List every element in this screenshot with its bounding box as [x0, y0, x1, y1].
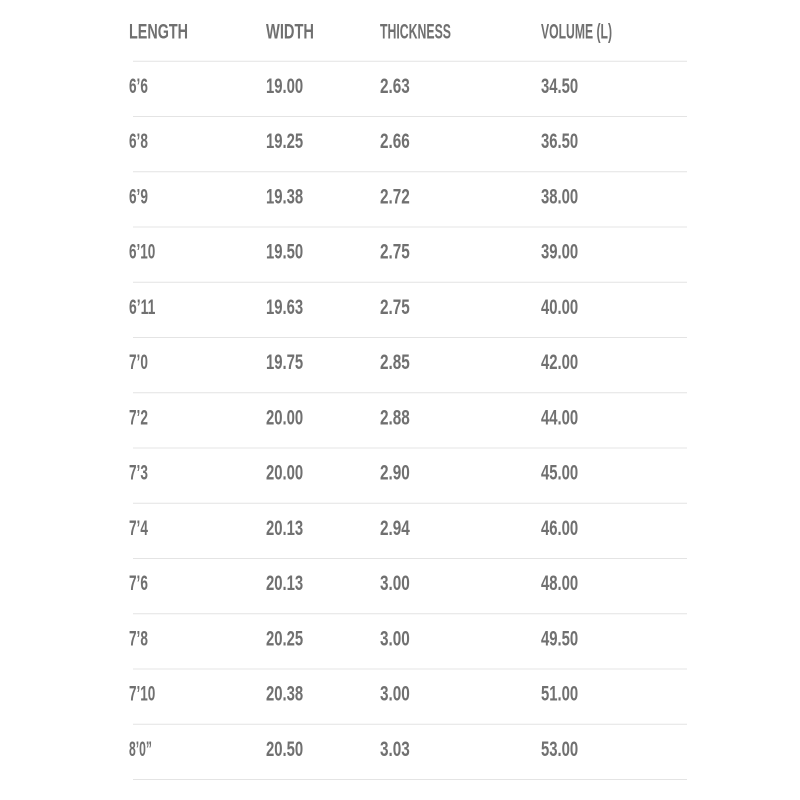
svg-text:8’0”: 8’0”: [129, 738, 152, 761]
svg-text:20.00: 20.00: [266, 406, 303, 429]
svg-text:LENGTH: LENGTH: [129, 21, 188, 44]
svg-text:20.25: 20.25: [266, 627, 303, 650]
svg-text:36.50: 36.50: [541, 130, 578, 153]
svg-text:2.63: 2.63: [380, 75, 410, 98]
svg-text:19.50: 19.50: [266, 241, 303, 264]
svg-text:7’0: 7’0: [129, 351, 148, 374]
svg-text:53.00: 53.00: [541, 738, 578, 761]
svg-text:3.00: 3.00: [380, 627, 410, 650]
svg-text:2.66: 2.66: [380, 130, 410, 153]
svg-text:49.50: 49.50: [541, 627, 578, 650]
svg-text:2.72: 2.72: [380, 185, 410, 208]
svg-text:51.00: 51.00: [541, 683, 578, 706]
svg-text:40.00: 40.00: [541, 296, 578, 319]
svg-text:20.00: 20.00: [266, 462, 303, 485]
svg-text:48.00: 48.00: [541, 572, 578, 595]
svg-text:6’11: 6’11: [129, 296, 156, 319]
svg-text:20.50: 20.50: [266, 738, 303, 761]
svg-text:2.75: 2.75: [380, 296, 410, 319]
svg-text:20.13: 20.13: [266, 517, 303, 540]
svg-text:46.00: 46.00: [541, 517, 578, 540]
svg-text:WIDTH: WIDTH: [266, 21, 314, 44]
svg-text:6’9: 6’9: [129, 185, 148, 208]
svg-text:THICKNESS: THICKNESS: [380, 21, 451, 44]
svg-text:19.63: 19.63: [266, 296, 303, 319]
svg-text:6’10: 6’10: [129, 241, 155, 264]
svg-text:7’4: 7’4: [129, 517, 148, 540]
svg-text:7’6: 7’6: [129, 572, 148, 595]
svg-text:38.00: 38.00: [541, 185, 578, 208]
svg-text:VOLUME (L): VOLUME (L): [541, 21, 612, 44]
svg-text:39.00: 39.00: [541, 241, 578, 264]
svg-text:7’8: 7’8: [129, 627, 148, 650]
svg-text:2.90: 2.90: [380, 462, 410, 485]
svg-text:44.00: 44.00: [541, 406, 578, 429]
svg-text:20.38: 20.38: [266, 683, 303, 706]
svg-text:34.50: 34.50: [541, 75, 578, 98]
svg-text:20.13: 20.13: [266, 572, 303, 595]
svg-text:19.25: 19.25: [266, 130, 303, 153]
svg-text:19.00: 19.00: [266, 75, 303, 98]
svg-text:2.94: 2.94: [380, 517, 410, 540]
svg-text:7’3: 7’3: [129, 462, 148, 485]
svg-text:3.00: 3.00: [380, 572, 410, 595]
svg-text:6’6: 6’6: [129, 75, 148, 98]
svg-text:2.88: 2.88: [380, 406, 410, 429]
svg-text:7’10: 7’10: [129, 683, 155, 706]
svg-text:19.38: 19.38: [266, 185, 303, 208]
svg-text:19.75: 19.75: [266, 351, 303, 374]
svg-text:7’2: 7’2: [129, 406, 148, 429]
svg-text:3.00: 3.00: [380, 683, 410, 706]
svg-text:42.00: 42.00: [541, 351, 578, 374]
svg-text:2.75: 2.75: [380, 241, 410, 264]
svg-text:6’8: 6’8: [129, 130, 148, 153]
svg-text:3.03: 3.03: [380, 738, 410, 761]
svg-text:45.00: 45.00: [541, 462, 578, 485]
svg-text:2.85: 2.85: [380, 351, 410, 374]
